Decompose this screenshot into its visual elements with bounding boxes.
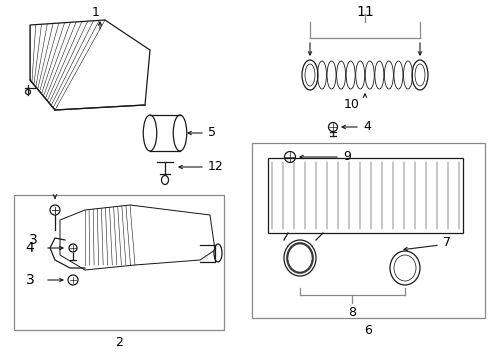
Text: 6: 6 bbox=[364, 324, 372, 337]
Text: 12: 12 bbox=[207, 161, 224, 174]
Text: 4: 4 bbox=[25, 241, 34, 255]
Text: 4: 4 bbox=[362, 121, 370, 134]
Bar bbox=[14, 195, 224, 330]
Text: 2: 2 bbox=[115, 336, 122, 348]
Text: 5: 5 bbox=[207, 126, 216, 139]
Text: 1: 1 bbox=[92, 5, 100, 18]
Text: 8: 8 bbox=[347, 306, 355, 320]
Text: 7: 7 bbox=[442, 235, 450, 248]
Bar bbox=[251, 143, 484, 318]
Bar bbox=[267, 158, 462, 233]
Text: 3: 3 bbox=[29, 233, 37, 247]
Text: 11: 11 bbox=[355, 5, 373, 19]
Text: 10: 10 bbox=[344, 99, 359, 112]
Text: 3: 3 bbox=[25, 273, 34, 287]
Text: 9: 9 bbox=[342, 150, 350, 163]
